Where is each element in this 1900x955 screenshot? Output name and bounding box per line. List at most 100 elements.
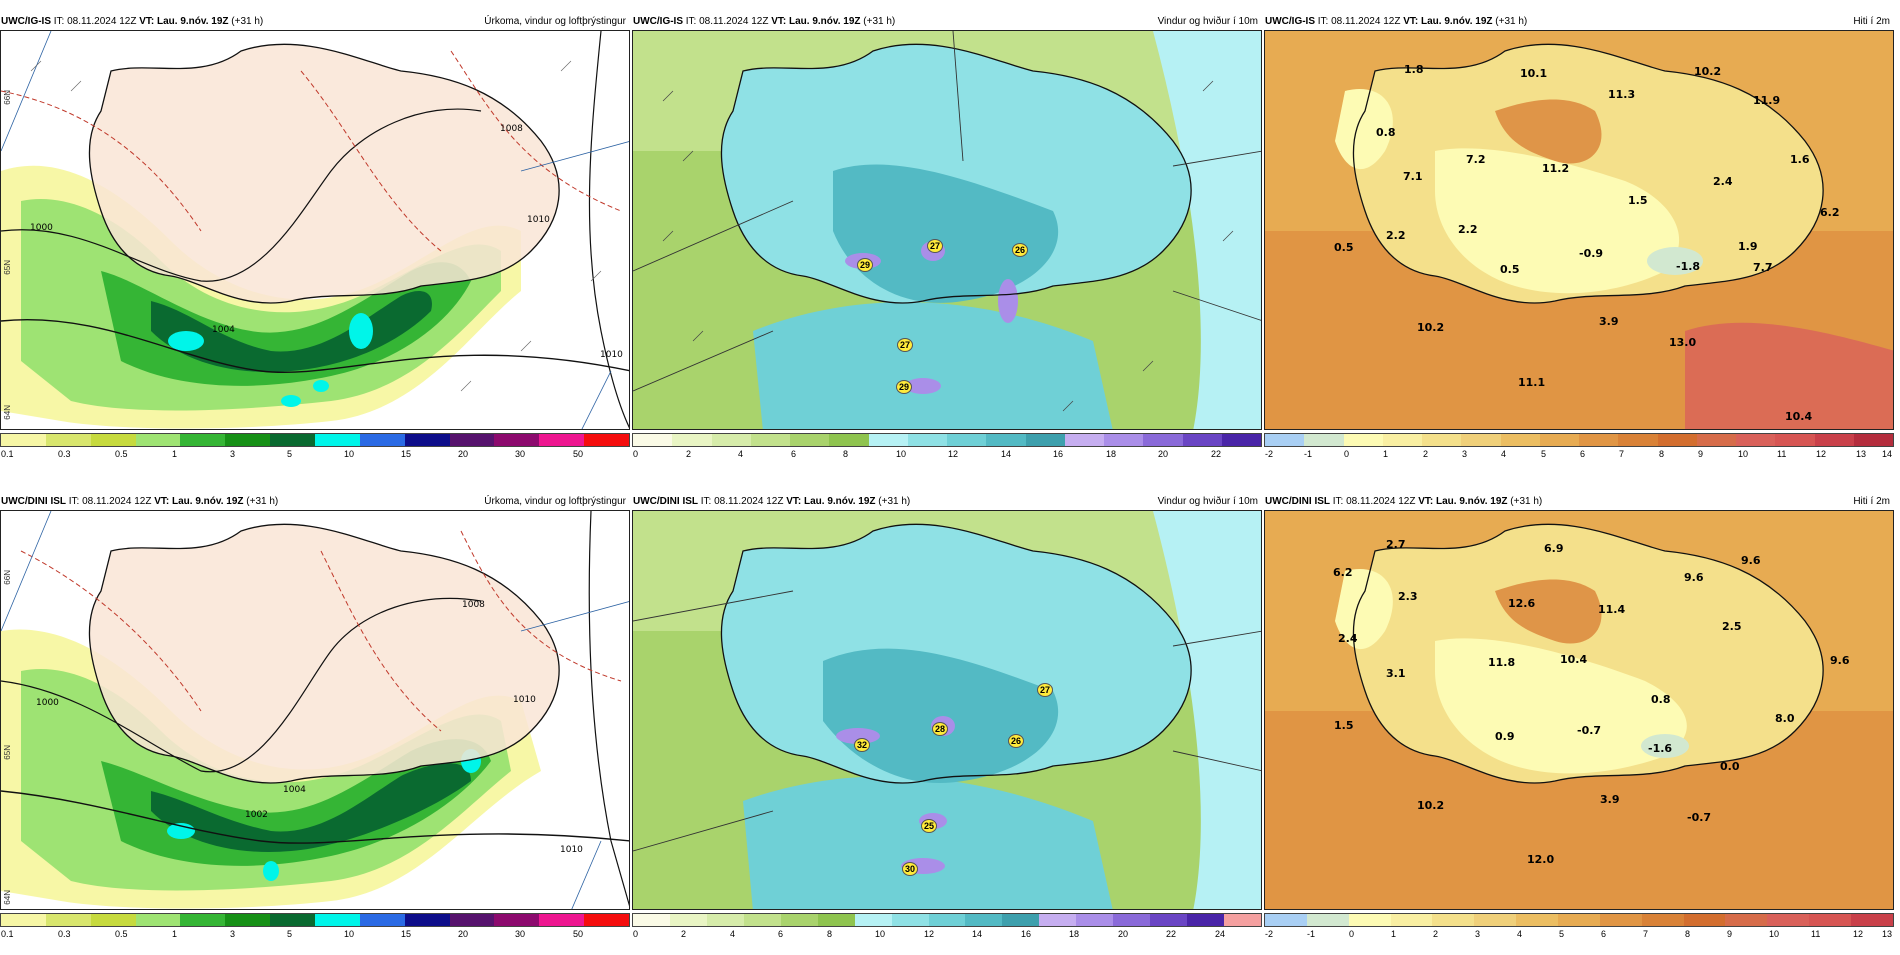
colorbar-tick: 2 [686,449,692,459]
colorbar-tick: 22 [1166,929,1177,939]
colorbar-swatch [180,914,226,926]
wind-colorbar-ticks: 0 2 4 6 8 10 12 14 16 18 20 22 24 [632,928,1262,940]
temp-value: 10.2 [1417,799,1445,812]
temp-value: 1.9 [1738,240,1758,253]
gust-label: 26 [1012,243,1029,257]
colorbar-swatch [1150,914,1188,926]
wind-map [632,510,1262,910]
panel-header: UWC/IG-IS IT: 08.11.2024 12Z VT: Lau. 9.… [1264,15,1894,29]
colorbar-swatch [1814,434,1854,446]
colorbar-tick: 9 [1727,929,1733,939]
colorbar-tick: 13 [1856,449,1867,459]
wind-colorbar [632,913,1262,927]
panel-row2-temp: UWC/DINI ISL IT: 08.11.2024 12Z VT: Lau.… [1264,495,1894,955]
gust-label: 26 [1008,734,1025,748]
colorbar-tick: 0.5 [115,449,128,459]
colorbar-swatch [1343,434,1383,446]
temp-value: 11.9 [1753,94,1781,107]
colorbar-tick: 50 [573,449,584,459]
colorbar-tick: 14 [1882,449,1893,459]
precip-colorbar-ticks: 0.1 0.3 0.5 1 3 5 10 15 20 30 50 [0,448,630,460]
colorbar-swatch [965,914,1003,926]
lead-time: (+31 h) [246,496,279,507]
colorbar-tick: 30 [515,929,526,939]
wind-colorbar [632,433,1262,447]
colorbar-swatch [494,914,540,926]
temp-value: 11.8 [1488,656,1516,669]
colorbar-tick: 1 [1383,449,1389,459]
panel-header: UWC/IG-IS IT: 08.11.2024 12Z VT: Lau. 9.… [0,15,630,29]
colorbar-swatch [743,914,781,926]
valid-time: VT: Lau. 9.nóv. 19Z [139,16,229,27]
colorbar-swatch [225,434,271,446]
colorbar-swatch [1113,914,1151,926]
colorbar-swatch [1851,914,1893,926]
colorbar-swatch [45,914,91,926]
colorbar-swatch [1657,434,1697,446]
temp-value: 9.6 [1830,654,1850,667]
temp-value: 13.0 [1669,336,1697,349]
temp-colorbar [1264,433,1894,447]
colorbar-tick: 0.1 [1,929,14,939]
colorbar-tick: 9 [1698,449,1704,459]
colorbar-swatch [669,914,707,926]
wind-map [632,30,1262,430]
colorbar-swatch [854,914,892,926]
colorbar-swatch [1736,434,1776,446]
gust-label: 27 [897,338,914,352]
colorbar-swatch [1064,434,1104,446]
colorbar-tick: 14 [1001,449,1012,459]
temp-value: 10.2 [1417,321,1445,334]
colorbar-swatch [1265,914,1307,926]
colorbar-tick: 13 [1882,929,1893,939]
colorbar-tick: 10 [896,449,907,459]
colorbar-swatch [1579,434,1619,446]
temp-value: 6.9 [1544,542,1564,555]
init-time: IT: 08.11.2024 12Z [68,496,152,507]
colorbar-swatch [1516,914,1559,926]
valid-time: VT: Lau. 9.nóv. 19Z [154,496,244,507]
colorbar-tick: 20 [458,929,469,939]
colorbar-tick: 10 [1769,929,1780,939]
colorbar-swatch [1143,434,1183,446]
colorbar-swatch [584,914,630,926]
colorbar-tick: 12 [948,449,959,459]
temp-value: 2.4 [1713,175,1733,188]
gust-label: 28 [932,722,949,736]
colorbar-swatch [1382,434,1422,446]
temp-value: 7.2 [1466,153,1486,166]
colorbar-tick: 12 [924,929,935,939]
colorbar-swatch [1775,434,1815,446]
isobar-label: 1008 [500,124,523,134]
temp-value: 10.4 [1785,410,1813,423]
colorbar-swatch [633,434,673,446]
temp-value: 1.5 [1628,194,1648,207]
model-name: UWC/DINI ISL [633,496,698,507]
isobar-label: 1010 [600,350,623,360]
colorbar-tick: 20 [458,449,469,459]
colorbar-swatch [1187,914,1224,926]
colorbar-tick: 8 [827,929,833,939]
colorbar-tick: 3 [230,449,236,459]
temp-value: 2.4 [1338,632,1358,645]
colorbar-tick: -1 [1307,929,1316,939]
panel-title: Hiti í 2m [1853,496,1890,507]
temp-colorbar [1264,913,1894,927]
colorbar-swatch [584,434,630,446]
colorbar-tick: 0 [1344,449,1350,459]
gust-label: 29 [896,380,913,394]
colorbar-tick: 0.3 [58,929,71,939]
colorbar-swatch [1221,434,1261,446]
colorbar-swatch [1767,914,1810,926]
colorbar-swatch [45,434,91,446]
isobar-label: 1004 [283,785,306,795]
colorbar-swatch [1224,914,1261,926]
colorbar-swatch [790,434,830,446]
colorbar-swatch [90,434,136,446]
colorbar-tick: 4 [1517,929,1523,939]
precip-map [0,510,630,910]
colorbar-swatch [1002,914,1040,926]
temp-value: 3.9 [1599,315,1619,328]
colorbar-swatch [1641,914,1684,926]
colorbar-swatch [135,914,181,926]
